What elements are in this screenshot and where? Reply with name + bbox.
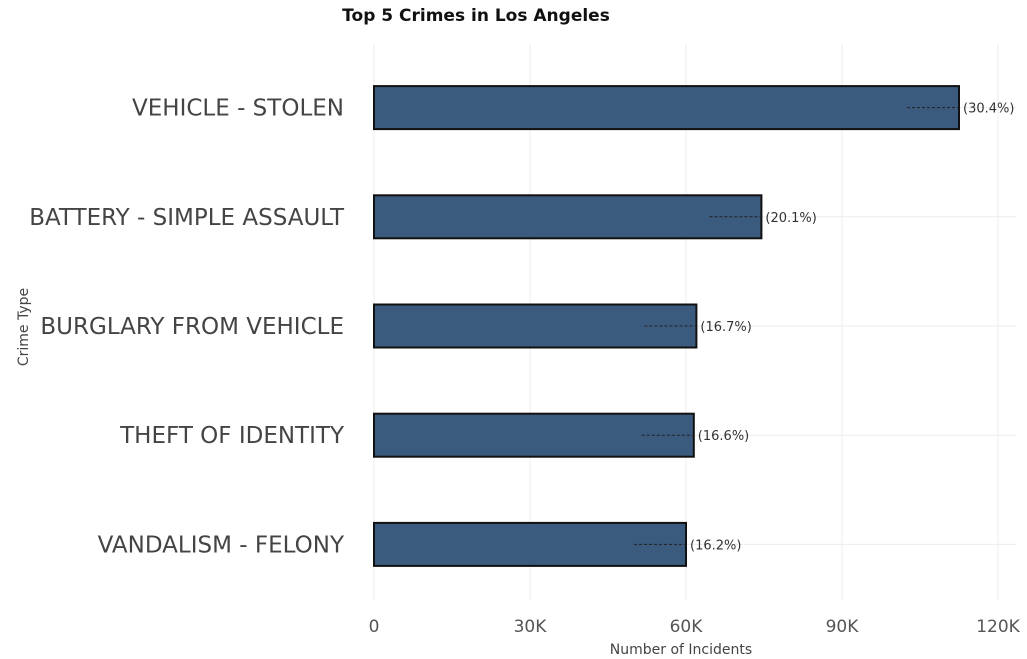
y-category-label: BATTERY - SIMPLE ASSAULT [29,205,345,231]
bar-data-label: (20.1%) [765,211,816,226]
bar-data-label: (30.4%) [963,102,1014,117]
y-category-label: VANDALISM - FELONY [98,532,345,558]
bar [373,303,698,349]
y-axis-title: Crime Type [16,288,32,366]
x-tick-label: 60K [670,617,704,637]
x-axis-title: Number of Incidents [610,642,752,658]
y-axis-category-labels: VEHICLE - STOLEN BATTERY - SIMPLE ASSAULT… [29,96,345,559]
bars: (30.4%) (20.1%) (16.7%) (16.6%) (16.2%) [373,85,1014,567]
x-axis-ticks: 0 30K 60K 90K 120K [369,617,1021,637]
bar-data-label: (16.2%) [690,538,741,553]
x-tick-label: 120K [976,617,1020,637]
bar [373,412,695,458]
bar [373,85,960,131]
bar [373,194,763,240]
chart-title: Top 5 Crimes in Los Angeles [342,6,610,26]
bar-data-label: (16.6%) [698,429,749,444]
x-tick-label: 90K [826,617,860,637]
y-category-label: THEFT OF IDENTITY [119,423,345,449]
x-tick-label: 30K [514,617,548,637]
y-category-label: BURGLARY FROM VEHICLE [40,314,344,340]
x-tick-label: 0 [369,617,380,637]
y-category-label: VEHICLE - STOLEN [132,96,344,122]
bar-data-label: (16.7%) [700,320,751,335]
